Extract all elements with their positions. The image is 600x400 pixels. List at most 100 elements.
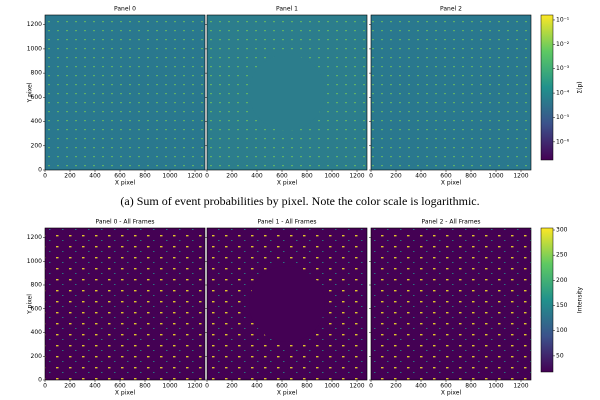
y-tick-label: 1200 bbox=[27, 234, 42, 241]
x-tick-label: 800 bbox=[301, 383, 313, 390]
panel-title: Panel 1 - All Frames bbox=[257, 219, 316, 226]
x-tick-label: 400 bbox=[89, 173, 101, 180]
y-tick-label: 0 bbox=[38, 167, 42, 174]
colorbar bbox=[540, 227, 554, 373]
x-tick-label: 600 bbox=[276, 173, 288, 180]
x-tick-label: 800 bbox=[139, 383, 151, 390]
y-tick-label: 400 bbox=[31, 118, 43, 125]
x-tick-label: 1000 bbox=[162, 383, 177, 390]
y-axis-label: Y pixel bbox=[27, 82, 34, 103]
panel-title: Panel 2 bbox=[440, 6, 462, 13]
x-tick-label: 1000 bbox=[324, 383, 339, 390]
heatmap-texture bbox=[45, 15, 205, 170]
x-tick-label: 1000 bbox=[162, 173, 177, 180]
panel-title: Panel 0 bbox=[114, 6, 136, 13]
colorbar-tick-label: 300 bbox=[556, 227, 568, 234]
y-tick-label: 200 bbox=[31, 353, 43, 360]
x-tick-label: 0 bbox=[205, 383, 209, 390]
x-tick-label: 200 bbox=[226, 383, 238, 390]
colorbar bbox=[540, 14, 554, 161]
colorbar-tick-label: 10⁻⁶ bbox=[556, 138, 570, 145]
y-tick-label: 600 bbox=[31, 305, 43, 312]
x-tick-label: 800 bbox=[139, 173, 151, 180]
colorbar-tick-label: 10⁻⁵ bbox=[556, 114, 570, 121]
x-tick-label: 200 bbox=[64, 383, 76, 390]
x-tick-label: 600 bbox=[276, 383, 288, 390]
x-tick-label: 400 bbox=[415, 383, 427, 390]
panel-frame bbox=[44, 227, 206, 381]
x-tick-label: 800 bbox=[465, 383, 477, 390]
x-tick-label: 600 bbox=[114, 173, 126, 180]
x-tick-label: 400 bbox=[415, 173, 427, 180]
x-axis-label: X pixel bbox=[115, 390, 136, 397]
heatmap-texture bbox=[371, 15, 531, 170]
x-tick-label: 200 bbox=[64, 173, 76, 180]
x-tick-label: 1200 bbox=[349, 383, 364, 390]
x-tick-label: 1200 bbox=[513, 173, 528, 180]
panel-title: Panel 2 - All Frames bbox=[421, 219, 480, 226]
x-tick-label: 600 bbox=[440, 383, 452, 390]
colorbar-tick-label: 200 bbox=[556, 277, 568, 284]
x-tick-label: 800 bbox=[301, 173, 313, 180]
x-tick-label: 1000 bbox=[488, 383, 503, 390]
x-tick-label: 200 bbox=[390, 173, 402, 180]
y-tick-label: 1000 bbox=[27, 45, 42, 52]
panel-frame bbox=[44, 14, 206, 171]
x-tick-label: 1200 bbox=[349, 173, 364, 180]
colorbar-label: Intensity bbox=[577, 286, 584, 313]
x-tick-label: 200 bbox=[226, 173, 238, 180]
y-tick-label: 800 bbox=[31, 282, 43, 289]
x-tick-label: 1000 bbox=[324, 173, 339, 180]
x-tick-label: 1200 bbox=[187, 383, 202, 390]
colorbar-tick-label: 150 bbox=[556, 302, 568, 309]
x-tick-label: 0 bbox=[43, 173, 47, 180]
panel-title: Panel 1 bbox=[276, 6, 298, 13]
x-tick-label: 1200 bbox=[513, 383, 528, 390]
x-axis-label: X pixel bbox=[115, 180, 136, 187]
y-tick-label: 0 bbox=[38, 377, 42, 384]
x-tick-label: 0 bbox=[369, 173, 373, 180]
heatmap-texture bbox=[371, 228, 531, 380]
x-axis-label: X pixel bbox=[277, 180, 298, 187]
panel-frame bbox=[206, 227, 368, 381]
heatmap-center bbox=[249, 54, 325, 131]
x-tick-label: 400 bbox=[251, 383, 263, 390]
x-tick-label: 0 bbox=[369, 383, 373, 390]
y-tick-label: 800 bbox=[31, 70, 43, 77]
colorbar-tick-label: 10⁻⁴ bbox=[556, 90, 570, 97]
heatmap-texture bbox=[45, 228, 205, 380]
panel-frame bbox=[206, 14, 368, 171]
panel-title: Panel 0 - All Frames bbox=[95, 219, 154, 226]
x-axis-label: X pixel bbox=[441, 390, 462, 397]
colorbar-tick-label: 10⁻¹ bbox=[556, 16, 570, 23]
x-axis-label: X pixel bbox=[277, 390, 298, 397]
y-axis-label: Y pixel bbox=[27, 294, 34, 315]
caption: (a) Sum of event probabilities by pixel.… bbox=[120, 194, 479, 208]
colorbar-tick-label: 100 bbox=[556, 327, 568, 334]
x-tick-label: 600 bbox=[114, 383, 126, 390]
y-tick-label: 400 bbox=[31, 329, 43, 336]
x-tick-label: 1000 bbox=[488, 173, 503, 180]
colorbar-label: Σ(p) bbox=[577, 81, 584, 93]
colorbar-tick-label: 50 bbox=[556, 352, 564, 359]
x-tick-label: 200 bbox=[390, 383, 402, 390]
y-tick-label: 200 bbox=[31, 142, 43, 149]
y-tick-label: 1200 bbox=[27, 21, 42, 28]
x-tick-label: 0 bbox=[205, 173, 209, 180]
y-tick-label: 1000 bbox=[27, 258, 42, 265]
colorbar-tick-label: 10⁻² bbox=[556, 41, 570, 48]
panel-frame bbox=[370, 227, 532, 381]
x-tick-label: 800 bbox=[465, 173, 477, 180]
x-tick-label: 0 bbox=[43, 383, 47, 390]
x-axis-label: X pixel bbox=[441, 180, 462, 187]
x-tick-label: 400 bbox=[251, 173, 263, 180]
heatmap-center bbox=[249, 266, 325, 342]
panel-frame bbox=[370, 14, 532, 171]
y-tick-label: 600 bbox=[31, 94, 43, 101]
x-tick-label: 600 bbox=[440, 173, 452, 180]
colorbar-tick-label: 10⁻³ bbox=[556, 65, 570, 72]
x-tick-label: 1200 bbox=[187, 173, 202, 180]
x-tick-label: 400 bbox=[89, 383, 101, 390]
colorbar-tick-label: 250 bbox=[556, 252, 568, 259]
